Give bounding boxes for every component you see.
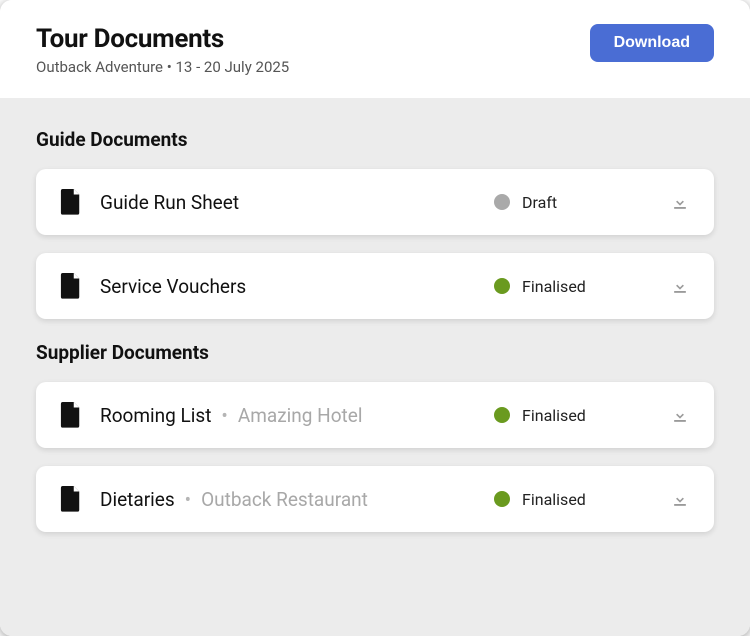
page: Tour Documents Outback Adventure • 13 - … xyxy=(0,0,750,636)
header: Tour Documents Outback Adventure • 13 - … xyxy=(0,0,750,98)
document-name: Guide Run Sheet xyxy=(100,191,239,214)
document-name-wrap: Dietaries • Outback Restaurant xyxy=(100,488,476,511)
status-label: Finalised xyxy=(522,406,586,425)
file-icon xyxy=(60,402,82,428)
document-name-wrap: Service Vouchers xyxy=(100,275,476,298)
download-icon[interactable] xyxy=(670,405,690,425)
status-dot-icon xyxy=(494,491,510,507)
status: Finalised xyxy=(494,490,644,509)
bullet-separator: • xyxy=(221,404,227,427)
content: Guide Documents Guide Run Sheet Draft Ser… xyxy=(0,98,750,636)
bullet-separator: • xyxy=(185,488,191,511)
status-label: Finalised xyxy=(522,490,586,509)
document-row[interactable]: Dietaries • Outback Restaurant Finalised xyxy=(36,466,714,532)
status: Draft xyxy=(494,193,644,212)
status: Finalised xyxy=(494,277,644,296)
status-dot-icon xyxy=(494,407,510,423)
status-dot-icon xyxy=(494,194,510,210)
document-row[interactable]: Service Vouchers Finalised xyxy=(36,253,714,319)
status-dot-icon xyxy=(494,278,510,294)
section-title: Supplier Documents xyxy=(36,341,714,364)
document-row[interactable]: Guide Run Sheet Draft xyxy=(36,169,714,235)
document-name-wrap: Guide Run Sheet xyxy=(100,191,476,214)
file-icon xyxy=(60,189,82,215)
document-name: Rooming List xyxy=(100,404,211,427)
status: Finalised xyxy=(494,406,644,425)
status-label: Finalised xyxy=(522,277,586,296)
page-subtitle: Outback Adventure • 13 - 20 July 2025 xyxy=(36,58,289,76)
document-subname: Amazing Hotel xyxy=(238,404,363,427)
download-icon[interactable] xyxy=(670,276,690,296)
download-icon[interactable] xyxy=(670,192,690,212)
status-label: Draft xyxy=(522,193,557,212)
section-title: Guide Documents xyxy=(36,128,714,151)
header-left: Tour Documents Outback Adventure • 13 - … xyxy=(36,24,289,76)
document-name-wrap: Rooming List • Amazing Hotel xyxy=(100,404,476,427)
page-title: Tour Documents xyxy=(36,24,289,54)
document-subname: Outback Restaurant xyxy=(201,488,368,511)
file-icon xyxy=(60,273,82,299)
document-name: Dietaries xyxy=(100,488,175,511)
download-icon[interactable] xyxy=(670,489,690,509)
download-button[interactable]: Download xyxy=(590,24,714,62)
document-row[interactable]: Rooming List • Amazing Hotel Finalised xyxy=(36,382,714,448)
document-name: Service Vouchers xyxy=(100,275,246,298)
file-icon xyxy=(60,486,82,512)
